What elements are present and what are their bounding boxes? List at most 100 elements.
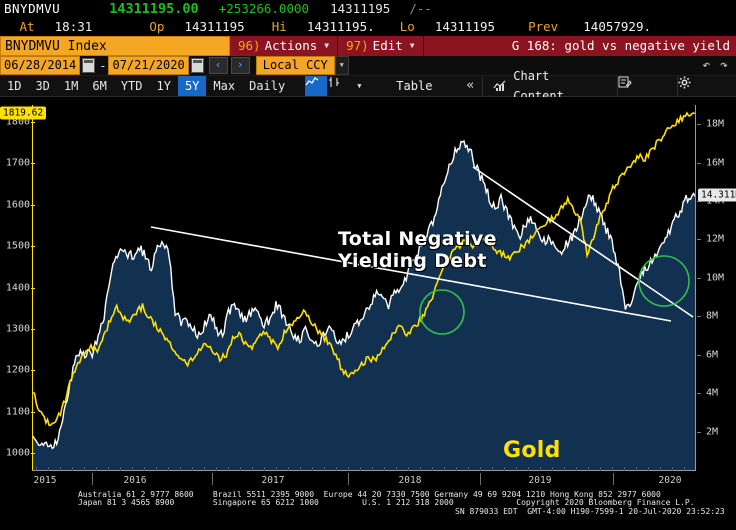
line-chart-icon[interactable] [304,76,327,96]
open-value: 14311195 [184,19,245,34]
x-tick-2016: 2016 [123,475,147,486]
x-minor-tick [156,467,157,471]
trade-size: 14311195 [330,1,391,16]
prev-period-button[interactable]: ‹ [208,57,228,74]
x-minor-tick [648,467,649,471]
footer-line-1: Australia 61 2 9777 8600 Brazil 5511 239… [78,490,661,499]
x-minor-tick [228,467,229,471]
chevron-down-icon: ▼ [409,41,415,50]
last-price: 14311195.00 [109,1,199,17]
chart-title: G 168: gold vs negative yield [423,36,736,56]
downtrend-line-2 [473,167,693,317]
x-minor-tick [132,467,133,471]
right-tickmark [697,124,701,126]
x-minor-tick [264,467,265,471]
x-axis-separator [480,473,481,485]
x-minor-tick [396,467,397,471]
x-minor-tick [216,467,217,471]
gear-icon[interactable] [678,76,736,96]
x-tick-2015: 2015 [33,475,57,486]
x-axis-separator [613,473,614,485]
period-max[interactable]: Max [213,79,236,93]
left-tick-1100: 1100 [5,406,30,418]
x-tick-2018: 2018 [398,475,422,486]
x-minor-tick [252,467,253,471]
end-date-input[interactable]: 07/21/2020 [108,56,189,75]
x-minor-tick [48,467,49,471]
period-1y[interactable]: 1Y [156,79,171,93]
right-tick-2M: 2M [706,426,719,438]
open-label: Op [149,19,165,34]
right-tickmark [697,162,701,164]
high-value: 14311195. [306,19,375,34]
chart-content-button[interactable]: Chart Content [483,69,616,103]
x-tick-2019: 2019 [528,475,552,486]
x-minor-tick [624,467,625,471]
period-ytd[interactable]: YTD [120,79,143,93]
right-tickmark [697,316,701,318]
left-tick-1200: 1200 [5,364,30,376]
right-tick-18M: 18M [706,118,725,130]
period-6m[interactable]: 6M [92,79,107,93]
start-date-input[interactable]: 06/28/2014 [0,56,81,75]
low-value: 14311195 [434,19,496,34]
next-period-button[interactable]: › [230,57,250,74]
redo-icon[interactable]: ↷ [720,58,728,73]
bar-chart-icon[interactable] [327,76,349,96]
x-minor-tick [672,467,673,471]
breakout-circle-2 [639,256,689,306]
debt-last-value-badge: 14.311M [698,188,736,202]
period-5y[interactable]: 5Y [177,76,207,96]
chart-content-icon [493,80,507,92]
security-name-field[interactable]: BNYDMVU Index [0,36,230,56]
x-minor-tick [288,467,289,471]
right-tickmark [697,277,701,279]
left-tickmark [31,411,35,413]
period-1d[interactable]: 1D [7,79,22,93]
edit-menu-button[interactable]: 97) Edit ▼ [338,36,424,56]
period-1m[interactable]: 1M [63,79,79,93]
right-tickmark [697,431,701,433]
x-minor-tick [192,467,193,471]
price-change: +253266.0000 [218,1,310,16]
left-tickmark [31,121,35,123]
x-minor-tick [528,467,529,471]
x-minor-tick [372,467,373,471]
date-range-dash: - [99,58,107,73]
frequency-label: Daily [249,79,286,93]
annotation-gold: Gold [503,438,561,463]
footer-contact-info: Australia 61 2 9777 8600 Brazil 5511 239… [0,490,736,530]
x-minor-tick [432,467,433,471]
annotate-icon[interactable] [618,76,678,96]
chart-type-dropdown-icon[interactable]: ▼ [357,82,362,90]
period-3d[interactable]: 3D [35,79,50,93]
gold-last-price-badge: 1819.62 [0,106,47,120]
collapse-icon[interactable]: « [466,78,475,93]
right-tickmark [697,239,701,241]
right-tick-16M: 16M [706,157,725,169]
left-tick-1300: 1300 [5,323,30,335]
calendar-icon[interactable] [82,58,96,73]
x-minor-tick [144,467,145,471]
actions-number: 96) [238,38,261,53]
actions-menu-button[interactable]: 96) Actions ▼ [230,36,339,56]
left-tick-1500: 1500 [5,240,30,252]
chevron-down-icon[interactable]: ▼ [334,56,349,75]
right-tick-8M: 8M [706,310,719,322]
x-minor-tick [420,467,421,471]
frequency-select[interactable]: Daily ▼ [242,76,305,113]
ticker-symbol[interactable]: BNYDMVU [4,1,61,16]
at-label: At [19,19,35,34]
right-tick-10M: 10M [706,272,725,284]
x-axis-separator [212,473,213,485]
left-tick-1400: 1400 [5,282,30,293]
calendar-icon[interactable] [190,58,204,73]
undo-icon[interactable]: ↶ [702,58,711,73]
x-minor-tick [540,467,541,471]
x-minor-tick [240,467,241,471]
table-view-button[interactable]: Table [396,79,433,93]
currency-select[interactable]: Local CCY [255,56,335,75]
chart-canvas[interactable]: 1000 1100 1200 1300 1400 1500 1600 1700 1800 2M 4… [0,97,736,527]
low-label: Lo [399,19,415,34]
